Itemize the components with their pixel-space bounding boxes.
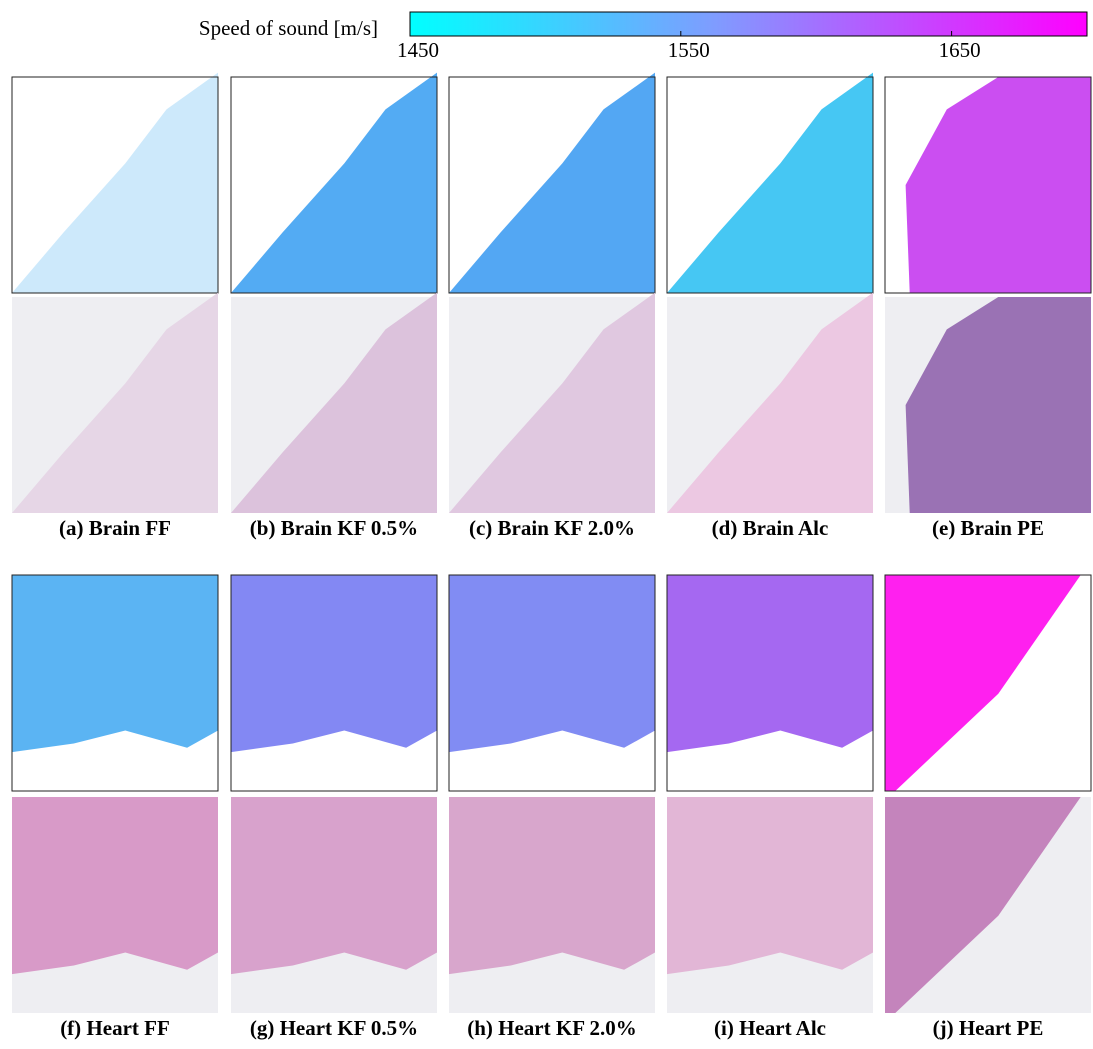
colorbar-tick-label: 1650 xyxy=(939,38,981,62)
colorbar-tick-label: 1550 xyxy=(668,38,710,62)
sos-map xyxy=(667,73,873,293)
panel-caption: (c) Brain KF 2.0% xyxy=(469,516,635,540)
sos-map xyxy=(231,575,437,752)
panel-caption: (f) Heart FF xyxy=(60,1016,170,1040)
sos-map xyxy=(12,73,218,293)
sos-map xyxy=(885,575,1081,791)
sos-map xyxy=(449,73,655,293)
sos-map xyxy=(12,575,218,752)
histology xyxy=(12,797,218,974)
sos-map xyxy=(231,73,437,293)
panel-caption: (g) Heart KF 0.5% xyxy=(250,1016,418,1040)
body: Speed of sound [m/s] 1450 1550 1650 (a) Bra… xyxy=(0,0,1093,1044)
panel-caption: (e) Brain PE xyxy=(932,516,1044,540)
colorbar xyxy=(410,12,1087,36)
panel-caption: (h) Heart KF 2.0% xyxy=(467,1016,637,1040)
sos-map xyxy=(667,575,873,752)
panel-caption: (i) Heart Alc xyxy=(714,1016,826,1040)
panel-caption: (d) Brain Alc xyxy=(712,516,829,540)
panel-caption: (j) Heart PE xyxy=(933,1016,1044,1040)
histology xyxy=(231,797,437,974)
sos-map xyxy=(906,77,1091,293)
panel-caption: (a) Brain FF xyxy=(59,516,171,540)
histology xyxy=(667,797,873,974)
colorbar-label: Speed of sound [m/s] xyxy=(199,16,378,40)
figure: Speed of sound [m/s] 1450 1550 1650 (a) Bra… xyxy=(0,0,1093,1044)
histology xyxy=(449,797,655,974)
panel-caption: (b) Brain KF 0.5% xyxy=(250,516,418,540)
colorbar-tick-label: 1450 xyxy=(397,38,439,62)
sos-map xyxy=(449,575,655,752)
page: Figure {"colorbar": {"label": "Speed of … xyxy=(0,0,1093,1044)
